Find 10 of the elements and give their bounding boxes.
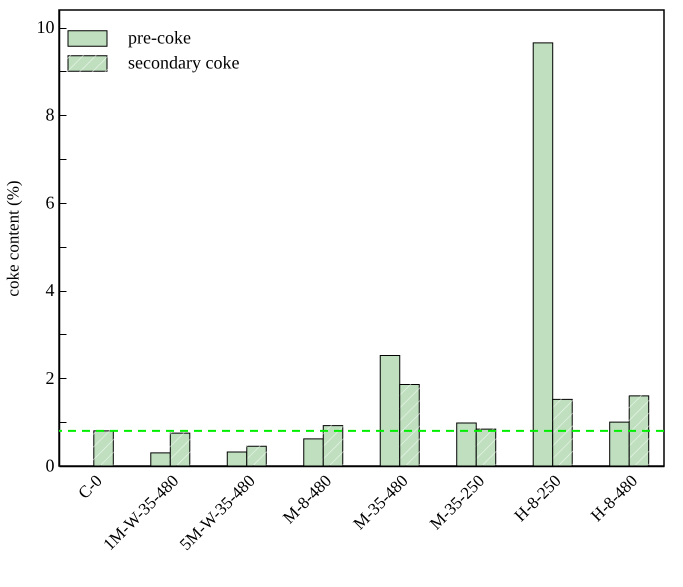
y-tick-label: 4 (46, 280, 54, 300)
y-tick-label: 6 (46, 192, 54, 212)
x-tick-label: C-0 (74, 471, 106, 503)
y-tick-label: 2 (46, 368, 54, 388)
y-tick-label: 0 (46, 456, 54, 476)
y-axis-title: coke content (%) (4, 180, 22, 297)
legend-label: secondary coke (128, 52, 240, 72)
y-tick-label: 10 (36, 17, 54, 38)
y-tick-label: 8 (46, 104, 54, 125)
legend-label: pre-coke (128, 28, 191, 48)
